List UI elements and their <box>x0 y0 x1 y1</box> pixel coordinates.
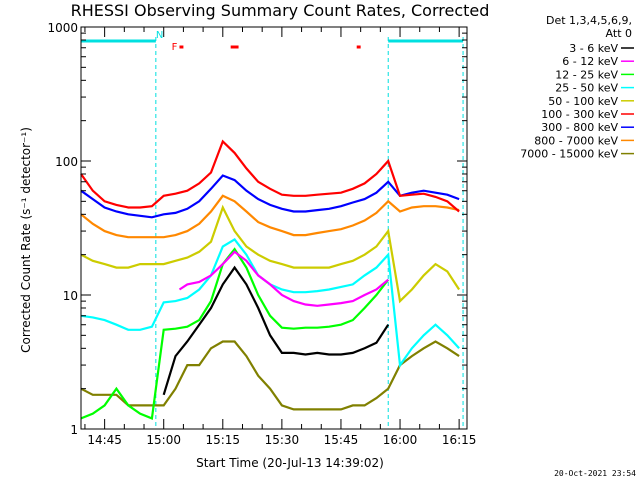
x-tick-label: 15:15 <box>205 433 240 447</box>
legend-entry-label: 12 - 25 keV <box>555 68 618 81</box>
flag-label: F <box>172 42 178 53</box>
series-line <box>178 250 389 307</box>
legend-entry-label: 7000 - 15000 keV <box>520 148 618 161</box>
legend-header-detectors: Det 1,3,4,5,6,9, <box>546 14 632 27</box>
timestamp: 20-Oct-2021 23:54 <box>554 469 636 478</box>
y-tick-label: 1000 <box>47 21 78 35</box>
legend-entry-label: 50 - 100 keV <box>548 95 618 108</box>
legend-header-attenuator: Att 0 <box>606 27 632 40</box>
series-line <box>80 237 460 369</box>
legend-entry-label: 100 - 300 keV <box>541 108 618 121</box>
legend-entry-label: 800 - 7000 keV <box>534 134 618 147</box>
series-line <box>80 204 461 304</box>
x-axis: 14:45 15:00 15:15 15:30 15:45 16:00 16:15 <box>84 27 477 447</box>
plot-area: NF <box>80 30 464 429</box>
x-axis-label: Start Time (20-Jul-13 14:39:02) <box>196 456 384 470</box>
series-line <box>80 194 460 239</box>
flag-label: N <box>156 30 163 41</box>
y-axis-label: Corrected Count Rate (s⁻¹ detector⁻¹) <box>19 127 33 353</box>
y-axis: 1 10 100 1000 <box>47 21 467 437</box>
plot-frame <box>80 26 468 430</box>
legend-entry-label: 6 - 12 keV <box>562 55 618 68</box>
series-line <box>80 174 460 219</box>
legend-entry-label: 25 - 50 keV <box>555 82 618 95</box>
series-line <box>80 247 390 420</box>
x-tick-label: 15:00 <box>146 433 181 447</box>
legend-entry-label: 3 - 6 keV <box>569 42 618 55</box>
chart-title: RHESSI Observing Summary Count Rates, Co… <box>71 1 490 20</box>
y-tick-label: 100 <box>55 155 78 169</box>
x-tick-label: 16:15 <box>442 433 477 447</box>
x-tick-label: 15:45 <box>324 433 359 447</box>
series-line <box>80 340 460 411</box>
x-tick-label: 15:30 <box>265 433 300 447</box>
x-tick-label: 14:45 <box>87 433 122 447</box>
y-tick-label: 10 <box>63 289 78 303</box>
x-tick-label: 16:00 <box>383 433 418 447</box>
series-line <box>162 265 390 396</box>
legend-entry-label: 300 - 800 keV <box>541 121 618 134</box>
series-line <box>80 139 460 213</box>
y-tick-label: 1 <box>70 423 78 437</box>
